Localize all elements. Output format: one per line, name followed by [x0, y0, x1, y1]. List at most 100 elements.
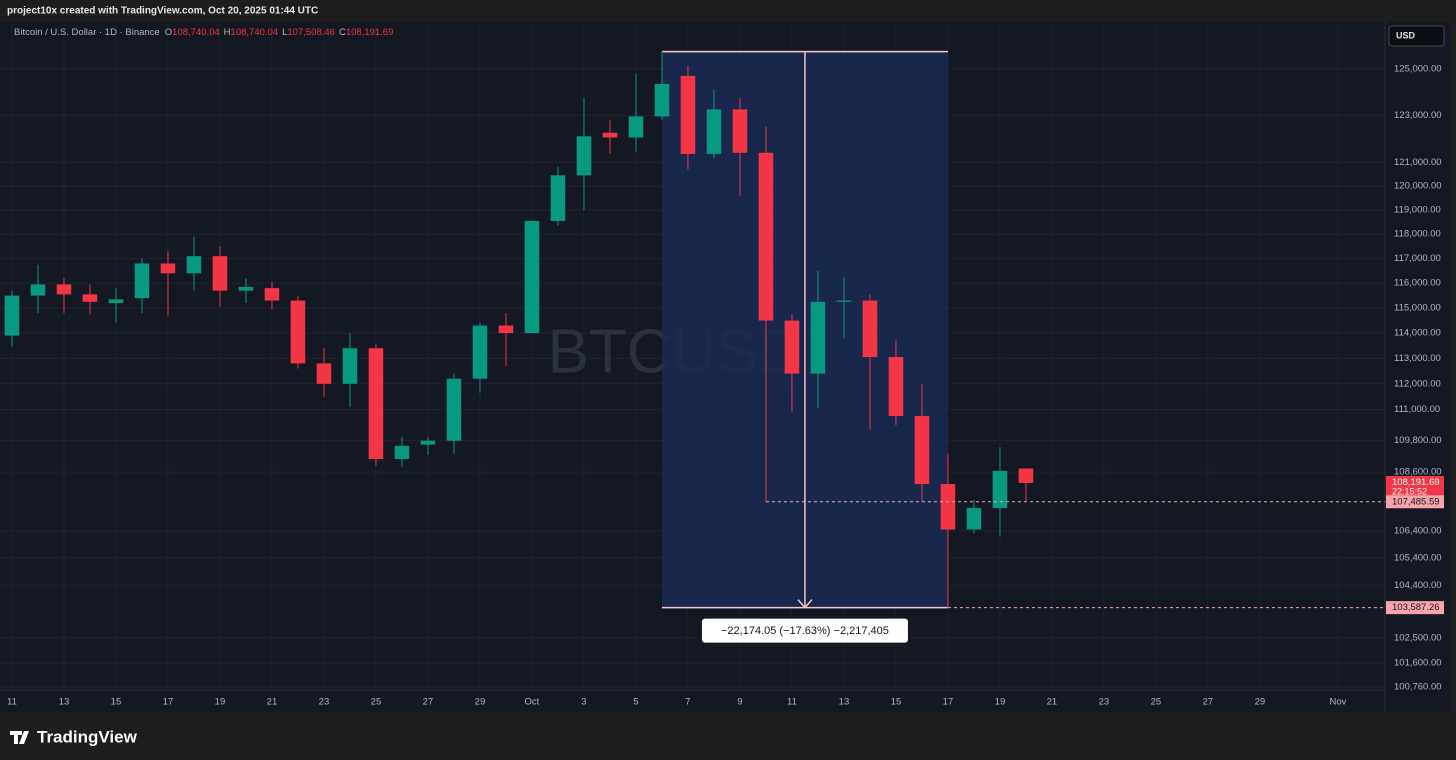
- x-tick-label: 13: [839, 697, 850, 708]
- candle-body: [290, 300, 306, 364]
- candle-body: [576, 136, 592, 176]
- logo-mark: [10, 731, 29, 744]
- currency[interactable]: USD: [1396, 30, 1416, 40]
- candle-body: [30, 284, 46, 296]
- x-tick-label: 21: [267, 697, 278, 708]
- candle-body: [680, 75, 696, 154]
- candle-body: [628, 116, 644, 138]
- x-tick-label: 25: [1151, 697, 1162, 708]
- candle-body: [4, 295, 20, 336]
- x-tick-label: 3: [581, 697, 586, 708]
- x-tick-label: 11: [7, 697, 17, 708]
- candle-body: [56, 284, 72, 295]
- candle-body: [602, 132, 618, 138]
- candle-body: [108, 299, 124, 304]
- x-tick-label: 21: [1047, 697, 1058, 708]
- candle-body: [82, 294, 98, 302]
- x-tick-label: 15: [891, 697, 902, 708]
- candle-body: [862, 300, 878, 358]
- x-tick-label: 15: [111, 697, 122, 708]
- candle-body: [342, 348, 358, 384]
- legend-value: 108,191.69: [346, 27, 394, 38]
- x-tick-label: Nov: [1329, 697, 1346, 708]
- legend-value: 108,740.04: [231, 27, 279, 38]
- y-tick-label: 117,000.00: [1394, 253, 1441, 264]
- x-tick-label: 27: [423, 697, 434, 708]
- candle-body: [784, 320, 800, 374]
- measure-label: −22,174.05 (−17.63%) −2,217,405: [721, 625, 889, 637]
- candle-body: [524, 220, 540, 334]
- x-tick-label: 19: [995, 697, 1006, 708]
- candle-body: [368, 348, 384, 460]
- y-tick-label: 100,760.00: [1394, 681, 1442, 692]
- x-tick-label: 25: [371, 697, 382, 708]
- legend-value: 107,508.46: [287, 27, 335, 38]
- x-tick-label: 5: [633, 697, 638, 708]
- candle-body: [238, 286, 254, 291]
- price-badge: [1386, 495, 1444, 509]
- y-tick-label: 116,000.00: [1394, 278, 1441, 289]
- x-tick-label: 23: [1099, 697, 1110, 708]
- price-badge-time: 22:15:52: [1392, 486, 1427, 496]
- legend-value: 108,740.04: [172, 27, 220, 38]
- y-tick-label: 121,000.00: [1394, 157, 1442, 168]
- brand: TradingView: [37, 727, 138, 746]
- candle-body: [836, 300, 852, 302]
- candle-body: [758, 152, 774, 321]
- candle-body: [498, 325, 514, 334]
- x-tick-label: 13: [59, 697, 70, 708]
- candle-body: [1018, 468, 1034, 483]
- measure-label-box: [701, 618, 908, 643]
- price-badge-label: 103,587.26: [1392, 602, 1440, 613]
- y-tick-label: 118,000.00: [1394, 229, 1441, 240]
- y-tick-label: 108,600.00: [1394, 467, 1442, 478]
- currency-button[interactable]: USD: [1388, 25, 1445, 47]
- candle-body: [732, 109, 748, 153]
- price-axis: 125,000.00 123,000.00 121,000.00 120,000.00…: [7, 64, 1444, 708]
- y-tick-label: 125,000.00: [1394, 64, 1442, 75]
- legend-key: L: [282, 27, 287, 38]
- price-badge: [1386, 601, 1444, 615]
- x-tick-label: 17: [943, 697, 954, 708]
- candle-body: [264, 288, 280, 301]
- candle-body: [706, 109, 722, 154]
- y-tick-label: 106,400.00: [1394, 525, 1442, 536]
- x-tick-label: Oct: [525, 697, 540, 708]
- y-tick-label: 111,000.00: [1394, 404, 1440, 415]
- candle-body: [134, 263, 150, 299]
- candle-body: [160, 263, 176, 274]
- y-tick-label: 105,400.00: [1394, 552, 1442, 563]
- x-tick-label: 29: [475, 697, 486, 708]
- candle-body: [654, 83, 670, 117]
- y-tick-label: 119,000.00: [1394, 205, 1441, 216]
- candle-body: [212, 256, 228, 291]
- candle-body: [446, 378, 462, 441]
- x-tick-label: 7: [685, 697, 690, 708]
- legend-key: H: [224, 27, 231, 38]
- candle-body: [992, 470, 1008, 509]
- price-badge-label: 108,191.69: [1392, 477, 1440, 488]
- candle-body: [888, 357, 904, 416]
- candle-body: [966, 508, 982, 530]
- candle-body: [420, 440, 436, 445]
- x-tick-label: 11: [787, 697, 797, 708]
- y-tick-label: 123,000.00: [1394, 110, 1442, 121]
- currency-box[interactable]: [1388, 25, 1445, 47]
- y-tick-label: 120,000.00: [1394, 181, 1442, 192]
- candle-body: [550, 175, 566, 221]
- candle-body: [472, 325, 488, 379]
- legend: Bitcoin / U.S. Dollar · 1D · Binance O108…: [14, 27, 393, 38]
- y-tick-label: 102,500.00: [1394, 632, 1442, 643]
- price-badge: [1386, 475, 1444, 498]
- measure-arrowhead: [797, 599, 813, 609]
- candle-body: [316, 363, 332, 384]
- candle-body: [914, 415, 930, 485]
- y-tick-label: 113,000.00: [1394, 353, 1441, 364]
- price-badge-label: 107,485.59: [1392, 496, 1440, 507]
- y-tick-label: 109,800.00: [1394, 435, 1442, 446]
- candle-body: [186, 256, 202, 274]
- credit: project10x created with TradingView.com,…: [7, 6, 318, 17]
- candle-body: [394, 445, 410, 460]
